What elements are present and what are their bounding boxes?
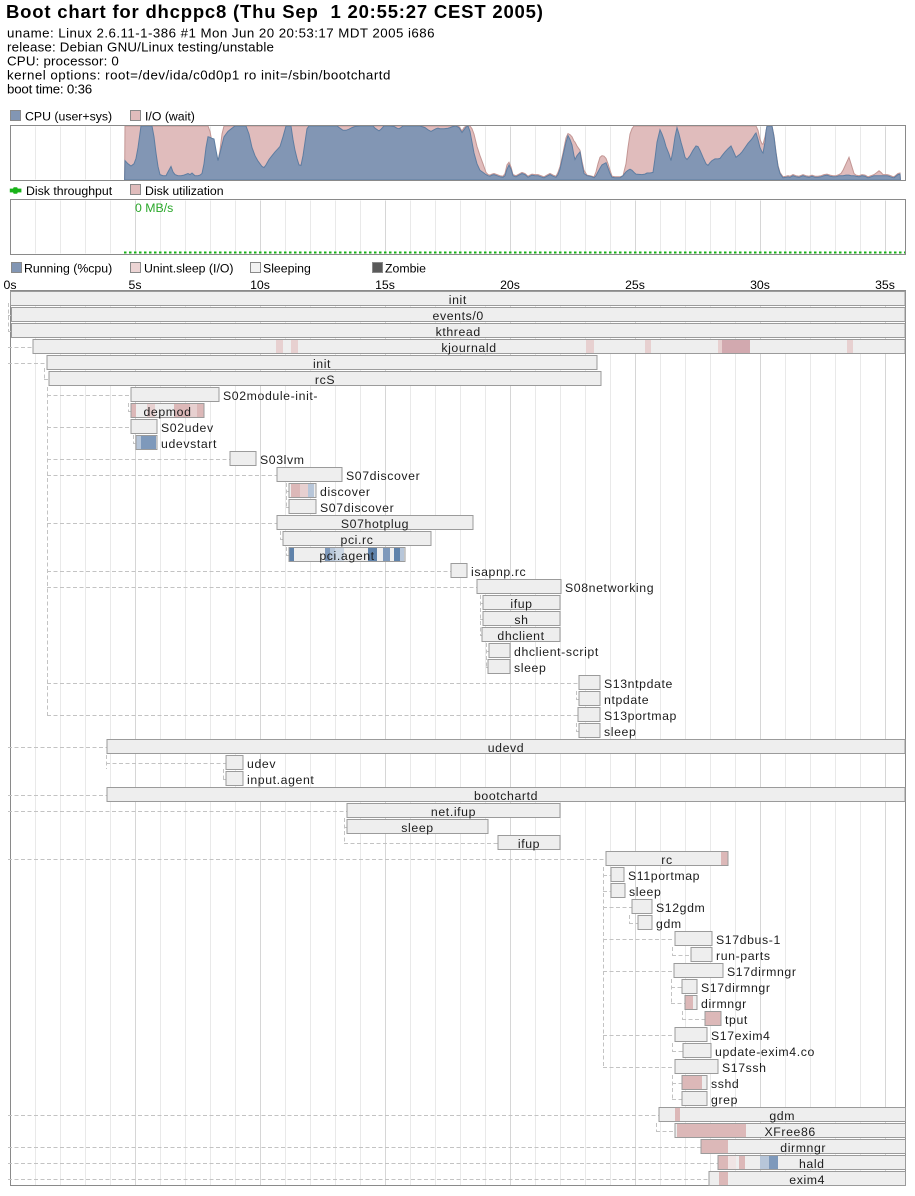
svg-text:uname: Linux 2.6.11-1-386 #1 M: uname: Linux 2.6.11-1-386 #1 Mon Jun 20 … [7,26,435,41]
svg-text:35s: 35s [875,278,895,292]
svg-text:S17dirmngr: S17dirmngr [727,965,797,979]
svg-text:ifup: ifup [518,837,540,851]
svg-text:ntpdate: ntpdate [604,693,649,707]
svg-text:25s: 25s [625,278,645,292]
svg-text:release: Debian GNU/Linux test: release: Debian GNU/Linux testing/unstab… [7,40,274,55]
svg-text:S02udev: S02udev [161,421,214,435]
svg-text:init: init [449,293,467,307]
svg-text:dirmngr: dirmngr [780,1141,826,1155]
svg-text:S07discover: S07discover [346,469,420,483]
svg-text:S11portmap: S11portmap [628,869,700,883]
svg-text:rcS: rcS [315,373,335,387]
svg-text:dhclient-script: dhclient-script [514,645,599,659]
svg-text:sshd: sshd [711,1077,739,1091]
svg-text:isapnp.rc: isapnp.rc [471,565,526,579]
svg-text:pci.agent: pci.agent [319,549,374,563]
svg-text:10s: 10s [250,278,270,292]
svg-text:sleep: sleep [629,885,661,899]
svg-text:dhclient: dhclient [497,629,544,643]
svg-text:S03lvm: S03lvm [260,453,305,467]
svg-text:30s: 30s [750,278,770,292]
svg-text:CPU: processor: 0: CPU: processor: 0 [7,54,119,69]
svg-text:pci.rc: pci.rc [341,533,374,547]
svg-text:S07discover: S07discover [320,501,394,515]
svg-text:input.agent: input.agent [247,773,314,787]
svg-text:kthread: kthread [436,325,481,339]
svg-text:I/O (wait): I/O (wait) [145,110,195,124]
svg-text:Boot chart for dhcppc8 (Thu Se: Boot chart for dhcppc8 (Thu Sep 1 20:55:… [6,1,544,22]
svg-text:gdm: gdm [769,1109,795,1123]
svg-text:tput: tput [725,1013,748,1027]
svg-text:boot time: 0:36: boot time: 0:36 [7,82,92,97]
svg-text:udevstart: udevstart [161,437,217,451]
svg-text:sleep: sleep [514,661,546,675]
svg-text:kjournald: kjournald [441,341,496,355]
svg-text:CPU (user+sys): CPU (user+sys) [25,110,112,124]
svg-text:S17exim4: S17exim4 [711,1029,770,1043]
svg-text:exim4: exim4 [789,1173,825,1187]
svg-text:bootchartd: bootchartd [474,789,538,803]
svg-text:net.ifup: net.ifup [431,805,476,819]
svg-text:init: init [313,357,331,371]
svg-text:update-exim4.co: update-exim4.co [715,1045,815,1059]
svg-text:S08networking: S08networking [565,581,654,595]
svg-text:S07hotplug: S07hotplug [341,517,409,531]
svg-text:sh: sh [514,613,528,627]
svg-text:ifup: ifup [510,597,532,611]
svg-text:run-parts: run-parts [716,949,771,963]
svg-text:Disk throughput: Disk throughput [26,184,113,198]
svg-text:udev: udev [247,757,276,771]
svg-text:0 MB/s: 0 MB/s [135,201,173,215]
svg-text:hald: hald [799,1157,825,1171]
svg-text:udevd: udevd [488,741,525,755]
svg-text:S17dirmngr: S17dirmngr [701,981,771,995]
svg-text:S13ntpdate: S13ntpdate [604,677,673,691]
svg-text:dirmngr: dirmngr [701,997,747,1011]
svg-text:sleep: sleep [604,725,636,739]
svg-text:rc: rc [661,853,672,867]
svg-text:Disk utilization: Disk utilization [145,184,224,198]
svg-text:events/0: events/0 [433,309,484,323]
svg-text:S12gdm: S12gdm [656,901,705,915]
svg-text:15s: 15s [375,278,395,292]
svg-text:discover: discover [320,485,371,499]
svg-text:grep: grep [711,1093,738,1107]
svg-text:S02module-init-: S02module-init- [223,389,318,403]
svg-text:gdm: gdm [656,917,682,931]
svg-text:5s: 5s [129,278,142,292]
svg-text:S17dbus-1: S17dbus-1 [716,933,781,947]
svg-text:S13portmap: S13portmap [604,709,677,723]
svg-text:depmod: depmod [143,405,191,419]
svg-text:S17ssh: S17ssh [722,1061,767,1075]
svg-text:Zombie: Zombie [385,262,426,276]
svg-text:Running (%cpu): Running (%cpu) [24,262,112,276]
svg-text:XFree86: XFree86 [765,1125,816,1139]
svg-text:kernel options: root=/dev/ida/: kernel options: root=/dev/ida/c0d0p1 ro … [7,68,391,83]
svg-text:0s: 0s [4,278,17,292]
svg-text:20s: 20s [500,278,520,292]
svg-text:Sleeping: Sleeping [263,262,311,276]
svg-text:Unint.sleep (I/O): Unint.sleep (I/O) [144,262,234,276]
svg-text:sleep: sleep [401,821,433,835]
